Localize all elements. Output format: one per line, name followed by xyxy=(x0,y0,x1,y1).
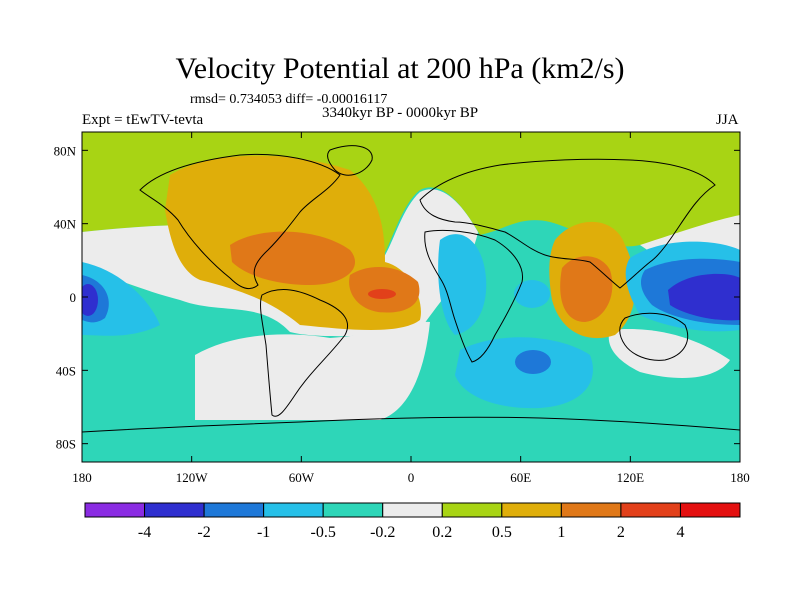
x-tick-label: 180 xyxy=(72,470,92,485)
coast-europe-asia xyxy=(419,158,716,289)
contour-negative-arabian-sea xyxy=(514,280,550,308)
colorbar-label: -0.5 xyxy=(311,524,336,541)
contour-negative-4-west-pacific xyxy=(668,273,740,321)
x-tick-label: 120W xyxy=(176,470,209,485)
x-tick-label: 120E xyxy=(617,470,645,485)
colorbar-label: 1 xyxy=(557,524,565,541)
colorbar-swatch xyxy=(501,502,562,518)
coast-greenland xyxy=(327,145,373,176)
contour-neutral-south xyxy=(195,321,430,420)
colorbar-label: 4 xyxy=(676,524,684,541)
colorbar-label: -1 xyxy=(257,524,270,541)
x-axis: 180 120W 60W 0 60E 120E 180 xyxy=(72,132,750,485)
colorbar-swatch xyxy=(84,502,146,518)
colorbar-label: -2 xyxy=(197,524,210,541)
x-tick-label: 0 xyxy=(408,470,415,485)
colorbar-swatch xyxy=(679,502,741,518)
coastlines xyxy=(82,145,740,433)
y-axis: 80N 40N 0 40S 80S xyxy=(54,143,740,452)
colorbar-label: 0.2 xyxy=(432,524,452,541)
contour-negative-africa xyxy=(438,234,487,335)
coast-australia xyxy=(619,312,689,361)
y-tick-label: 80N xyxy=(54,143,77,158)
colorbar-swatch xyxy=(620,502,681,518)
season-label: JJA xyxy=(716,112,739,128)
y-tick-label: 40N xyxy=(54,217,77,232)
stats-text: rmsd= 0.734053 diff= -0.00016117 xyxy=(190,92,388,107)
colorbar: -4 -2 -1 -0.5 -0.2 0.2 0.5 1 2 4 xyxy=(84,502,741,541)
colorbar-label: 0.5 xyxy=(492,524,512,541)
coast-south-america xyxy=(260,289,349,417)
contour-negative-indian-ocean xyxy=(455,337,593,409)
contour-negative-2-indian-ocean xyxy=(515,350,551,374)
y-tick-label: 40S xyxy=(56,363,76,378)
y-tick-label: 0 xyxy=(70,290,77,305)
colorbar-swatch xyxy=(322,502,384,518)
colorbar-label: 2 xyxy=(617,524,625,541)
colorbar-swatch xyxy=(560,502,622,518)
coast-africa xyxy=(424,229,524,363)
colorbar-label: -4 xyxy=(138,524,151,541)
contour-negative-4-east-pacific xyxy=(82,284,98,316)
period-text: 3340kyr BP - 0000kyr BP xyxy=(322,105,479,121)
colorbar-swatch xyxy=(263,502,324,518)
y-tick-label: 80S xyxy=(56,437,76,452)
contour-2-america xyxy=(230,231,356,285)
chart-title: Velocity Potential at 200 hPa (km2/s) xyxy=(175,52,625,85)
contour-neutral-indian xyxy=(608,329,730,379)
x-tick-label: 60W xyxy=(289,470,315,485)
x-tick-label: 180 xyxy=(730,470,750,485)
coast-north-america xyxy=(139,153,341,289)
colorbar-swatch xyxy=(203,502,265,518)
colorbar-label: -0.2 xyxy=(370,524,395,541)
contour-field xyxy=(82,132,740,462)
experiment-label: Expt = tEwTV-tevta xyxy=(82,112,204,128)
contour-4-atlantic xyxy=(368,289,396,299)
colorbar-swatch xyxy=(382,502,443,518)
x-tick-label: 60E xyxy=(510,470,531,485)
colorbar-swatch xyxy=(441,502,503,518)
contour-2-asia xyxy=(560,256,613,322)
coast-antarctica xyxy=(82,416,740,433)
colorbar-swatch xyxy=(144,502,205,518)
